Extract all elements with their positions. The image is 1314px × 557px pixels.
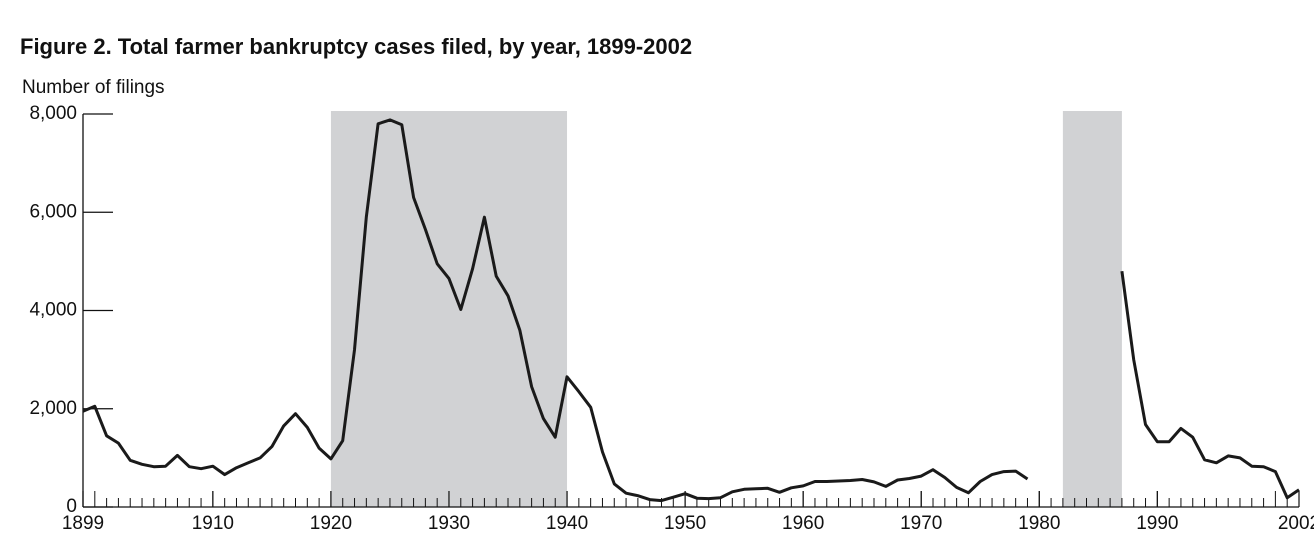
shaded-period — [1062, 111, 1122, 507]
data-line — [82, 118, 1300, 503]
x-tick-label: 1910 — [192, 513, 234, 534]
x-tick-label: 1960 — [782, 513, 824, 534]
y-tick-label: 6,000 — [29, 201, 77, 222]
shaded-period — [330, 111, 568, 507]
x-tick-label: 1950 — [664, 513, 706, 534]
x-tick-label: 1899 — [62, 513, 104, 534]
x-tick-label: 2002 — [1278, 513, 1314, 534]
y-tick-label: 2,000 — [29, 398, 77, 419]
y-tick-label: 8,000 — [29, 103, 77, 124]
x-tick-label: 1970 — [900, 513, 942, 534]
chart-title: Figure 2. Total farmer bankruptcy cases … — [20, 34, 692, 59]
x-tick-label: 1930 — [428, 513, 470, 534]
x-tick-label: 1990 — [1136, 513, 1178, 534]
y-axis-label: Number of filings — [22, 77, 165, 98]
x-tick-label: 1920 — [310, 513, 352, 534]
y-tick-label: 0 — [66, 496, 77, 517]
x-tick-label: 1980 — [1018, 513, 1060, 534]
y-tick-label: 4,000 — [29, 300, 77, 321]
x-tick-label: 1940 — [546, 513, 588, 534]
